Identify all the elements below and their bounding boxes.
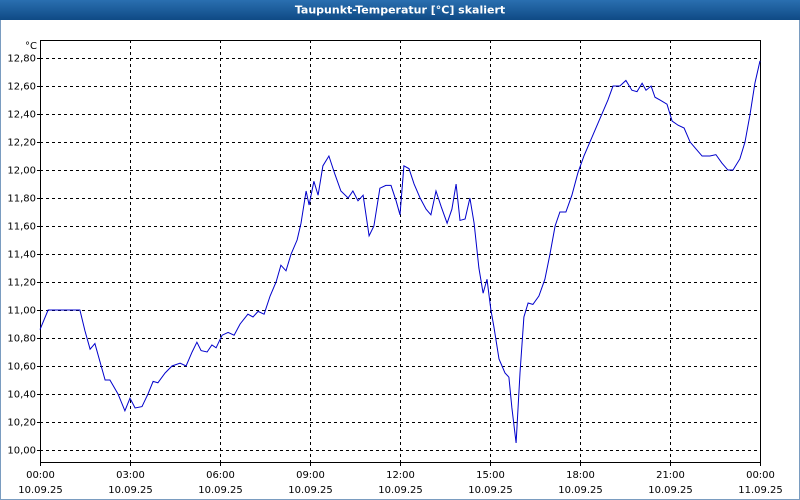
plot: 10,00 10,20 10,40 10,60 10,80 11,00 11,20 11,40… (7, 40, 783, 496)
y-tick-label: 10,00 (7, 446, 36, 457)
x-tick-label: 12:00 (386, 470, 415, 481)
x-tick-date: 10.09.25 (648, 485, 693, 496)
y-tick-label: 10,40 (7, 390, 36, 401)
x-tick-label: 06:00 (206, 470, 235, 481)
x-tick-label: 03:00 (116, 470, 145, 481)
chart-title: Taupunkt-Temperatur [°C] skaliert (295, 4, 505, 17)
x-tick-date: 10.09.25 (198, 485, 243, 496)
x-tick-date: 10.09.25 (558, 485, 603, 496)
title-bar (0, 0, 800, 20)
y-tick-label: 12,40 (7, 110, 36, 121)
y-tick-label: 10,80 (7, 334, 36, 345)
data-line (39, 60, 761, 444)
x-tick-date: 10.09.25 (108, 485, 153, 496)
y-tick-label: 10,20 (7, 418, 36, 429)
y-tick-label: 12,60 (7, 82, 36, 93)
y-tick-label: 11,00 (7, 306, 36, 317)
y-tick-label: 12,80 (7, 54, 36, 65)
y-tick-label: 11,60 (7, 222, 36, 233)
x-tick-date: 10.09.25 (18, 485, 63, 496)
x-tick-label: 18:00 (566, 470, 595, 481)
y-tick-label: 10,60 (7, 362, 36, 373)
x-tick-label: 15:00 (476, 470, 505, 481)
x-tick-label: 09:00 (296, 470, 325, 481)
x-tick-date: 11.09.25 (738, 485, 783, 496)
x-tick-label: 00:00 (746, 470, 775, 481)
x-tick-date: 10.09.25 (378, 485, 423, 496)
y-tick-label: 11,40 (7, 250, 36, 261)
y-tick-label: 12,00 (7, 166, 36, 177)
x-tick-date: 10.09.25 (288, 485, 333, 496)
x-tick-label: 21:00 (656, 470, 685, 481)
y-unit: °C (25, 41, 37, 52)
x-tick-date: 10.09.25 (468, 485, 513, 496)
plot-frame (40, 40, 761, 463)
y-tick-label: 11,80 (7, 194, 36, 205)
y-tick-label: 11,20 (7, 278, 36, 289)
x-tick-label: 00:00 (26, 470, 55, 481)
y-tick-label: 12,20 (7, 138, 36, 149)
